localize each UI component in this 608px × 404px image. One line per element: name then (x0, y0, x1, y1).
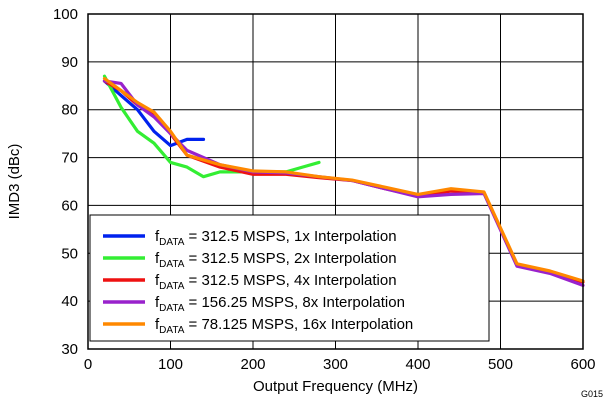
legend-description: = 312.5 MSPS, 2x Interpolation (184, 250, 396, 267)
legend-subscript: DATA (159, 303, 185, 314)
y-axis-label: IMD3 (dBc) (6, 144, 23, 220)
y-tick-label: 60 (61, 197, 78, 214)
grid (87, 13, 584, 350)
legend-subscript: DATA (159, 325, 185, 336)
y-tick-label: 90 (61, 54, 78, 71)
legend-f: f (155, 294, 160, 311)
tick-labels: 0 100 200 300 400 500 600 30 40 50 60 70 80 90 100 (53, 6, 596, 373)
legend-f: f (155, 250, 160, 267)
y-tick-label: 50 (61, 245, 78, 262)
legend-entry-1: fDATA = 312.5 MSPS, 1x Interpolation (155, 228, 397, 248)
plot-border (87, 13, 584, 350)
legend-description: = 312.5 MSPS, 1x Interpolation (184, 228, 396, 245)
x-axis-label: Output Frequency (MHz) (253, 378, 418, 395)
x-tick-label: 500 (488, 356, 513, 373)
legend-subscript: DATA (159, 281, 185, 292)
legend: fDATA = 312.5 MSPS, 1x InterpolationfDAT… (89, 214, 490, 342)
x-tick-label: 0 (84, 356, 92, 373)
legend-description: = 312.5 MSPS, 4x Interpolation (184, 272, 396, 289)
x-tick-label: 100 (158, 356, 183, 373)
legend-f: f (155, 316, 160, 333)
legend-subscript: DATA (159, 259, 185, 270)
legend-subscript: DATA (159, 237, 185, 248)
x-tick-label: 400 (405, 356, 430, 373)
legend-description: = 78.125 MSPS, 16x Interpolation (184, 316, 413, 333)
y-tick-label: 40 (61, 293, 78, 310)
y-tick-label: 70 (61, 150, 78, 167)
figure-code: G015 (581, 389, 603, 399)
y-tick-label: 30 (61, 341, 78, 358)
series-line-5 (102, 76, 585, 283)
legend-entry-5: fDATA = 78.125 MSPS, 16x Interpolation (155, 316, 413, 336)
series-layer (102, 74, 585, 287)
legend-box (89, 214, 490, 342)
legend-f: f (155, 228, 160, 245)
legend-f: f (155, 272, 160, 289)
series-line-1 (102, 79, 206, 148)
x-tick-label: 300 (323, 356, 348, 373)
legend-description: = 156.25 MSPS, 8x Interpolation (184, 294, 405, 311)
x-tick-label: 600 (570, 356, 595, 373)
y-tick-label: 80 (61, 102, 78, 119)
legend-entry-3: fDATA = 312.5 MSPS, 4x Interpolation (155, 272, 397, 292)
x-tick-label: 200 (240, 356, 265, 373)
y-tick-label: 100 (53, 6, 78, 23)
legend-entry-2: fDATA = 312.5 MSPS, 2x Interpolation (155, 250, 397, 270)
legend-entry-4: fDATA = 156.25 MSPS, 8x Interpolation (155, 294, 405, 314)
